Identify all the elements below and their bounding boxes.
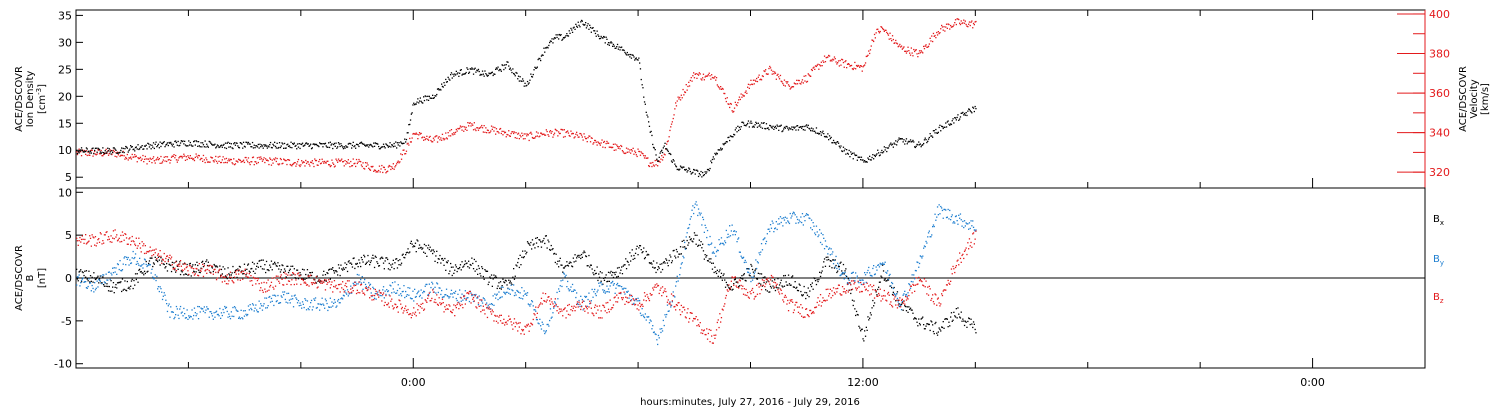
density-tick-label: 25 <box>58 63 72 76</box>
b-tick-label: 5 <box>65 229 72 242</box>
b-tick-label: -5 <box>61 315 72 328</box>
b-title-line1: ACE/DSCOVR <box>14 245 25 311</box>
b-tick-label: 0 <box>65 272 72 285</box>
b-title-units: [nT] <box>37 268 48 288</box>
x-tick-label: 12:00 <box>847 376 879 389</box>
bx-series <box>76 232 977 342</box>
velocity-tick-label: 400 <box>1429 8 1450 21</box>
density-title-line2: Ion Density <box>25 71 36 128</box>
velocity-tick-label: 340 <box>1429 127 1450 140</box>
density-series <box>76 19 977 178</box>
legend-bx: Bx <box>1433 214 1444 227</box>
x-tick-label: 0:00 <box>1300 376 1325 389</box>
density-tick-label: 5 <box>65 171 72 184</box>
bz-series <box>76 229 977 344</box>
density-tick-label: 20 <box>58 90 72 103</box>
b-legend: Bx By Bz <box>1433 214 1444 305</box>
bottom-panel-magnetic-field: -10 -5 0 5 10 ACE/DSCOVR B [nT] Bx By Bz <box>14 186 1444 370</box>
b-axis-title: ACE/DSCOVR B [nT] <box>14 245 48 311</box>
velocity-series <box>76 18 977 174</box>
velocity-tick-label: 320 <box>1429 166 1450 179</box>
top-panel-frame <box>75 9 1426 189</box>
x-tick-label: 0:00 <box>401 376 426 389</box>
x-axis: 0:00 12:00 0:00 hours:minutes, July 27, 201… <box>187 10 1325 408</box>
legend-by: By <box>1433 254 1444 267</box>
b-tick-label: -10 <box>54 358 72 371</box>
density-tick-label: 35 <box>58 9 72 22</box>
density-axis-title: ACE/DSCOVR Ion Density [cm-3] <box>14 66 48 132</box>
legend-bz: Bz <box>1433 292 1444 305</box>
density-title-line1: ACE/DSCOVR <box>14 66 25 132</box>
velocity-title-line: Velocity <box>1469 79 1480 118</box>
velocity-tick-label: 380 <box>1429 48 1450 61</box>
b-tick-label: 10 <box>58 186 72 199</box>
velocity-title-line: [km/s] <box>1480 83 1491 115</box>
velocity-axis-title: ACE/DSCOVR Velocity [km/s] <box>1458 66 1491 132</box>
density-title-units: [cm-3] <box>35 84 48 114</box>
density-tick-label: 30 <box>58 36 72 49</box>
velocity-title-line: ACE/DSCOVR <box>1458 66 1469 132</box>
density-tick-label: 10 <box>58 144 72 157</box>
x-axis-title: hours:minutes, July 27, 2016 - July 29, … <box>640 397 860 408</box>
velocity-tick-label: 360 <box>1429 87 1450 100</box>
b-title-line2: B <box>25 274 36 281</box>
density-tick-label: 15 <box>58 117 72 130</box>
